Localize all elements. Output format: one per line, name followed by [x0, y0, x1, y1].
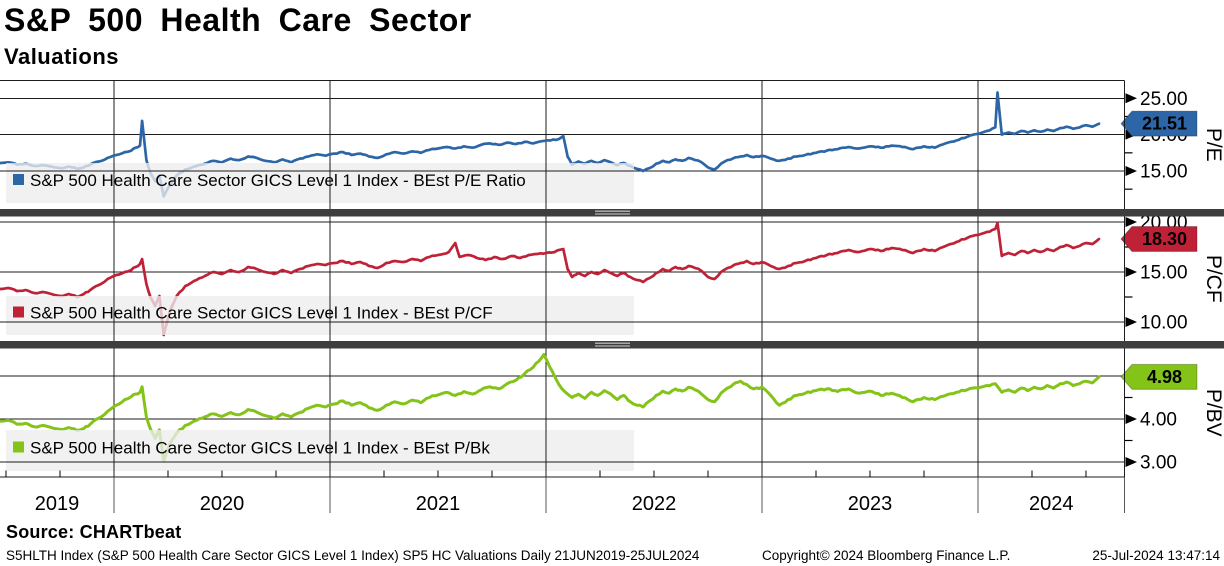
value-badge-label-pe: 21.51: [1142, 114, 1187, 134]
x-year-label: 2019: [35, 493, 80, 515]
panel-resize-handle[interactable]: [595, 342, 630, 347]
y-tick-arrow: [1125, 457, 1137, 467]
legend-marker-pcf: [13, 306, 24, 318]
page-subtitle: Valuations: [4, 44, 120, 69]
y-tick-label: 15.00: [1140, 162, 1188, 183]
legend-box: [6, 163, 634, 203]
footer-security-info: S5HLTH Index (S&P 500 Health Care Sector…: [6, 548, 700, 563]
y-tick-arrow: [1125, 317, 1137, 327]
legend-label-pbv: S&P 500 Health Care Sector GICS Level 1 …: [30, 439, 490, 458]
y-axis-title-pe: P/E: [1202, 128, 1224, 162]
panel-pcf: S&P 500 Health Care Sector GICS Level 1 …: [0, 213, 1224, 341]
value-badge-label-pbv: 4.98: [1147, 367, 1182, 387]
x-year-label: 2021: [416, 493, 461, 515]
page-title: S&P 500 Health Care Sector: [4, 2, 472, 38]
y-tick-arrow: [1125, 267, 1137, 277]
y-axis-title-pbv: P/BV: [1202, 389, 1224, 437]
y-axis-title-pcf: P/CF: [1202, 255, 1224, 303]
x-year-label: 2023: [848, 493, 893, 515]
x-year-label: 2024: [1029, 493, 1074, 515]
legend-box: [6, 430, 634, 471]
value-badge-pbv: [1120, 363, 1198, 390]
source-line: Source: CHARTbeat: [6, 522, 182, 542]
y-tick-label: 4.00: [1140, 410, 1177, 431]
footer-timestamp: 25-Jul-2024 13:47:14: [1092, 548, 1220, 563]
y-tick-arrow: [1125, 93, 1137, 104]
footer-copyright: Copyright© 2024 Bloomberg Finance L.P.: [762, 548, 1011, 563]
x-year-label: 2022: [632, 493, 677, 515]
legend-marker-pbv: [13, 441, 24, 453]
y-tick-label: 3.00: [1140, 453, 1177, 474]
panel-pe: S&P 500 Health Care Sector GICS Level 1 …: [0, 80, 1224, 209]
legend-grid-redraw: [6, 296, 634, 335]
y-tick-arrow: [1125, 217, 1137, 227]
value-badge-pcf: [1120, 226, 1198, 252]
value-badge-pe: [1120, 110, 1198, 137]
y-tick-label: 10.00: [1140, 313, 1188, 334]
y-tick-arrow: [1125, 414, 1137, 424]
x-year-label: 2020: [200, 493, 245, 515]
panel-resize-handle[interactable]: [595, 210, 630, 215]
separator-2-bar: [0, 341, 1224, 349]
y-tick-label: 15.00: [1140, 263, 1188, 284]
y-tick-arrow: [1125, 166, 1137, 176]
legend-grid-redraw: [6, 163, 634, 203]
value-badge-label-pcf: 18.30: [1142, 229, 1187, 249]
legend-label-pe: S&P 500 Health Care Sector GICS Level 1 …: [30, 171, 526, 190]
legend-box: [6, 296, 634, 335]
legend-marker-pe: [13, 174, 24, 185]
y-tick-label: 25.00: [1140, 89, 1188, 110]
legend-label-pcf: S&P 500 Health Care Sector GICS Level 1 …: [30, 304, 493, 323]
separator-1-bar: [0, 209, 1224, 217]
legend-grid-redraw: [6, 430, 634, 471]
panel-pbv: S&P 500 Health Care Sector GICS Level 1 …: [0, 348, 1224, 477]
